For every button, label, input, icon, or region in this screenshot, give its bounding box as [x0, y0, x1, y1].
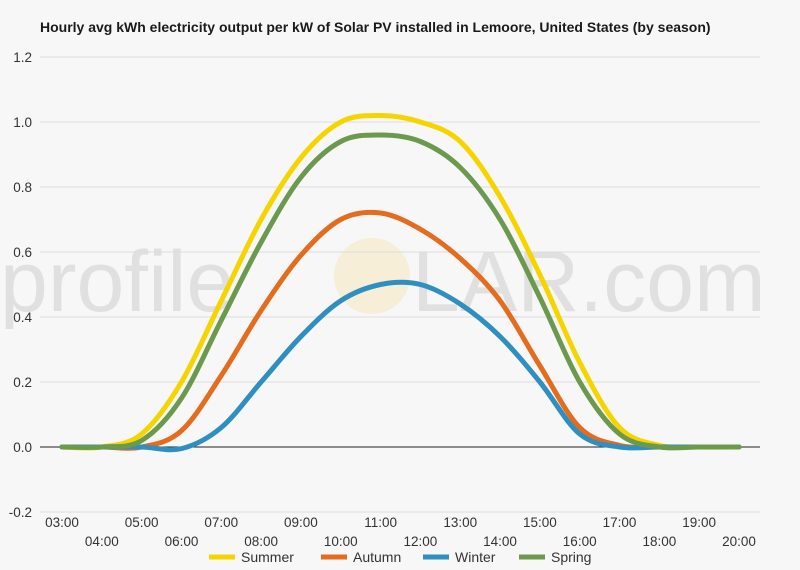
watermark-text-left: profile	[0, 234, 234, 330]
chart-title: Hourly avg kWh electricity output per kW…	[40, 19, 711, 35]
x-tick-label: 07:00	[204, 515, 238, 530]
x-tick-label: 09:00	[284, 515, 318, 530]
x-tick-label: 06:00	[165, 534, 199, 549]
series-line-spring	[59, 132, 742, 451]
x-tick-label: 17:00	[603, 515, 637, 530]
legend-item-autumn: Autumn	[321, 549, 401, 565]
x-tick-label: 18:00	[642, 534, 676, 549]
y-tick-label: -0.2	[9, 505, 32, 520]
x-tick-label: 19:00	[682, 515, 716, 530]
x-tick-label: 04:00	[85, 534, 119, 549]
x-tick-label: 20:00	[722, 534, 756, 549]
legend: Summer Autumn Winter Spring	[209, 549, 591, 565]
legend-item-spring: Spring	[519, 549, 591, 565]
legend-item-summer: Summer	[209, 549, 294, 565]
series-line-summer	[59, 112, 742, 451]
y-tick-label: 0.2	[13, 375, 32, 390]
legend-label: Spring	[551, 549, 591, 565]
legend-label: Winter	[455, 549, 496, 565]
y-tick-label: 0.6	[13, 245, 32, 260]
watermark-text-right: LAR.com	[412, 234, 766, 330]
x-tick-label: 12:00	[404, 534, 438, 549]
y-tick-label: 0.4	[13, 310, 32, 325]
x-tick-label: 13:00	[443, 515, 477, 530]
x-tick-label: 14:00	[483, 534, 517, 549]
legend-item-winter: Winter	[423, 549, 496, 565]
x-axis-ticks: 03:00 04:00 05:00 06:00 07:00 08:00 09:00 10:00…	[45, 515, 756, 549]
legend-label: Autumn	[353, 549, 401, 565]
series-line-winter	[59, 279, 742, 453]
x-tick-label: 11:00	[364, 515, 397, 530]
y-tick-label: 0.8	[13, 180, 32, 195]
y-tick-label: 1.2	[13, 50, 32, 65]
x-tick-label: 03:00	[45, 515, 79, 530]
y-axis-ticks: -0.2 0.0 0.2 0.4 0.6 0.8 1.0 1.2	[9, 50, 33, 520]
x-tick-label: 05:00	[125, 515, 159, 530]
legend-label: Summer	[241, 549, 294, 565]
y-tick-label: 0.0	[13, 440, 32, 455]
x-tick-label: 10:00	[324, 534, 358, 549]
y-tick-label: 1.0	[13, 115, 32, 130]
x-tick-label: 08:00	[244, 534, 278, 549]
x-tick-label: 16:00	[563, 534, 597, 549]
series-lines	[59, 112, 742, 453]
watermark-sun-icon	[334, 238, 410, 314]
x-tick-label: 15:00	[523, 515, 557, 530]
watermark: profile LAR.com	[0, 234, 766, 330]
